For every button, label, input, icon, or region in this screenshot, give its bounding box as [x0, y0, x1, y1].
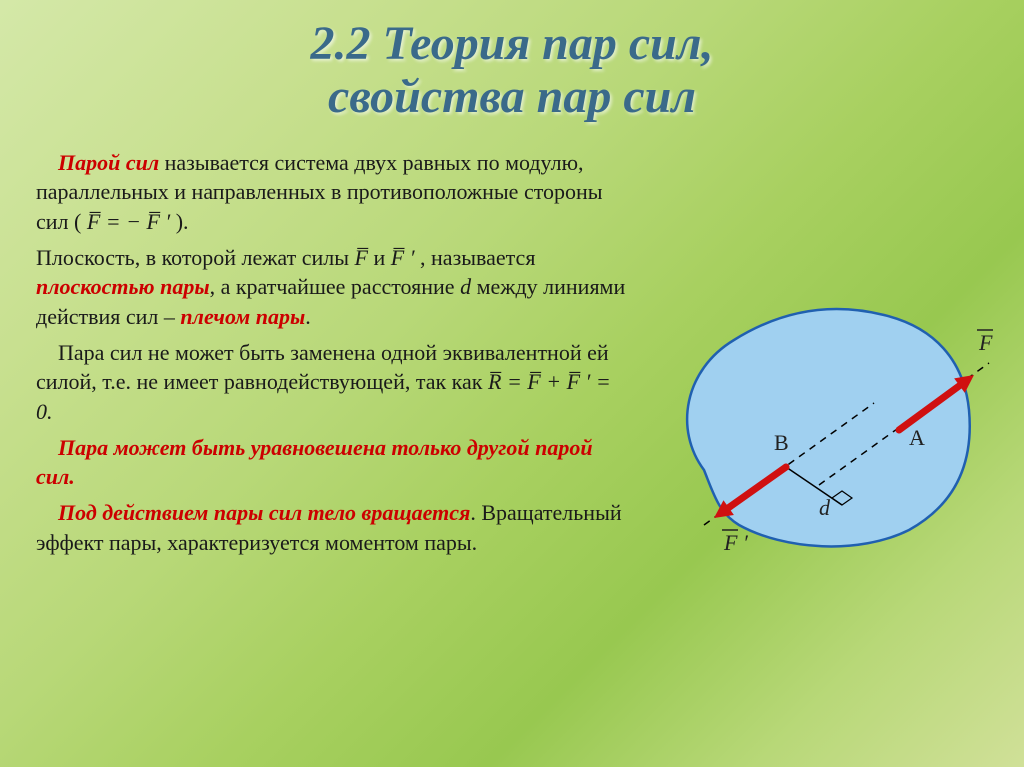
svg-text:A: A — [909, 425, 925, 450]
svg-text:B: B — [774, 430, 789, 455]
p2c: , на­зывается — [415, 245, 536, 270]
para-2: Плоскость, в которой лежат силы F̅ и F̅ … — [36, 243, 626, 332]
p2e: , а кратчайшее рас­стояние — [210, 274, 460, 299]
svg-text:F: F — [978, 330, 993, 355]
p2-f1: F̅ — [355, 245, 368, 270]
p2a: Плоскость, в которой лежат силы — [36, 245, 355, 270]
p5-dot: . — [470, 500, 476, 525]
para-3: Пара сил не может быть заменена одной эк… — [36, 338, 626, 427]
p2-f2: F̅ ′ — [391, 245, 415, 270]
force-couple-diagram: F F ′ A Bd — [624, 270, 1004, 570]
p2i: . — [305, 304, 311, 329]
term-plane: плоскостью пары — [36, 274, 210, 299]
para-1: Парой сил называется система двух равных… — [36, 148, 626, 237]
para-5: Под действием пары сил тело вращается. В… — [36, 498, 626, 557]
term-pair-of-forces: Парой сил — [58, 150, 159, 175]
formula-1: F̅ = − F̅ ′ — [87, 209, 170, 234]
title-line-2: свойства пар сил — [0, 71, 1024, 124]
p5-text: Под действием пары сил тело вращается — [58, 500, 470, 525]
p1-tail: ). — [170, 209, 188, 234]
var-d: d — [460, 274, 471, 299]
slide-title: 2.2 Теория пар сил, свойства пар сил — [0, 0, 1024, 124]
svg-text:F ′: F ′ — [723, 530, 749, 555]
term-arm: пле­чом пары — [180, 304, 305, 329]
p2b: и — [368, 245, 391, 270]
title-line-1: 2.2 Теория пар сил, — [0, 18, 1024, 71]
text-column: Парой сил называется система двух равных… — [36, 148, 626, 564]
svg-text:d: d — [819, 495, 831, 520]
para-4: Пара может быть уравновешена только друг… — [36, 433, 626, 492]
diagram-svg: F F ′ A Bd — [624, 270, 1004, 570]
p4-text: Пара может быть уравновешена только друг… — [36, 435, 593, 490]
